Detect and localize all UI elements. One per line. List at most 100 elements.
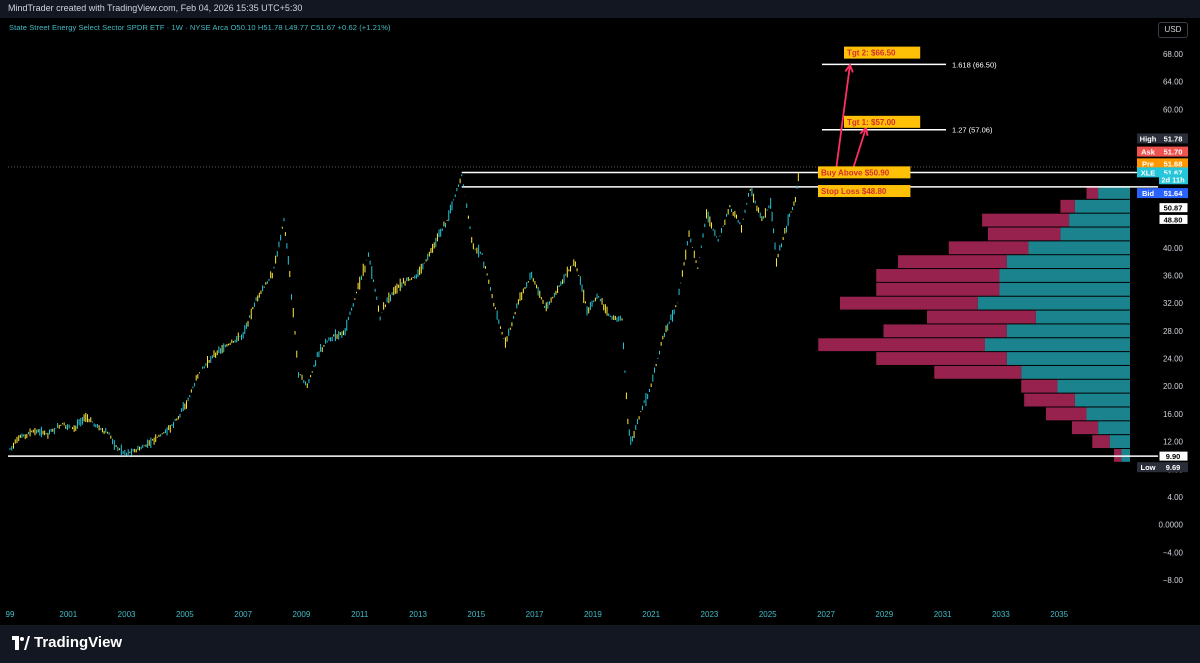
- x-tick-label: 2001: [59, 610, 77, 619]
- x-tick-label: 2025: [759, 610, 777, 619]
- volume-profile-up-bar: [999, 269, 1130, 282]
- volume-profile-down-bar: [876, 282, 1000, 296]
- annotation-label-bg: [818, 166, 911, 179]
- price-badge-value-bg: [1159, 167, 1188, 178]
- y-tick-label: 64.00: [1163, 78, 1184, 87]
- x-tick-label: 2015: [467, 610, 485, 619]
- x-tick-label: 2017: [526, 610, 544, 619]
- fib-level-label: 1.27 (57.06): [952, 126, 993, 135]
- x-tick-label: 2021: [642, 610, 660, 619]
- price-badge-tag: Ask: [1141, 148, 1156, 157]
- price-badge-value-bg: [1159, 133, 1188, 144]
- volume-profile-up-bar: [1060, 227, 1130, 241]
- price-badge-tag: Bid: [1142, 189, 1155, 198]
- price-badge-value-bg: [1159, 174, 1188, 185]
- x-tick-label: 2009: [293, 610, 311, 619]
- y-tick-label: 20.00: [1163, 382, 1184, 391]
- tgt2-arrow: [835, 64, 851, 171]
- fib-level-label: 1.618 (66.50): [952, 60, 997, 69]
- x-tick-label: 2013: [409, 610, 427, 619]
- y-tick-label: 28.00: [1163, 327, 1184, 336]
- symbol-legend: State Street Energy Select Sector SPDR E…: [9, 23, 391, 32]
- brand-text: TradingView: [34, 634, 123, 651]
- x-tick-label: 2027: [817, 610, 835, 619]
- price-badge-value: 50.87: [1164, 204, 1183, 213]
- annotation-label-0: Buy Above $50.90: [821, 168, 890, 177]
- volume-profile-up-bar: [1109, 435, 1130, 448]
- y-tick-label: 16.00: [1163, 410, 1184, 419]
- annotation-label-3: Tgt 2: $66.50: [847, 49, 896, 58]
- x-tick-label: 2007: [234, 610, 252, 619]
- x-tick-label: 2003: [118, 610, 136, 619]
- price-badge-value: 9.69: [1166, 463, 1181, 472]
- volume-profile-down-bar: [1045, 407, 1087, 421]
- price-badge-tag-bg: [1137, 158, 1159, 169]
- x-tick-label: 2033: [992, 610, 1010, 619]
- volume-profile-up-bar: [1006, 352, 1130, 365]
- volume-profile-down-bar: [1072, 421, 1099, 435]
- volume-profile-down-bar: [934, 365, 1022, 379]
- price-badge-value: 2d 11h: [1161, 175, 1185, 184]
- price-badge-tag: Low: [1141, 463, 1156, 472]
- y-tick-label: 24.00: [1163, 355, 1184, 364]
- tgt1-arrow-head: [859, 126, 869, 137]
- currency-button[interactable]: USD: [1158, 22, 1188, 38]
- annotation-label-bg: [844, 46, 921, 59]
- price-badge-tag-bg: [1137, 188, 1159, 199]
- x-tick-label: 2035: [1050, 610, 1068, 619]
- y-tick-label: 32.00: [1163, 299, 1184, 308]
- volume-profile-up-bar: [977, 296, 1130, 310]
- volume-profile-down-bar: [818, 338, 985, 352]
- annotation-label-bg: [818, 185, 911, 198]
- tgt2-arrow-head: [844, 63, 854, 73]
- price-badge-value: 48.80: [1164, 215, 1183, 224]
- y-tick-label: 36.00: [1163, 271, 1184, 280]
- price-badge-tag-bg: [1137, 167, 1159, 178]
- y-tick-label: −8.00: [1163, 576, 1184, 585]
- x-tick-label: 2031: [934, 610, 952, 619]
- volume-profile-down-bar: [876, 269, 1000, 282]
- volume-profile-down-bar: [1092, 435, 1110, 448]
- volume-profile-up-bar: [1035, 310, 1130, 324]
- y-tick-label: 4.00: [1167, 493, 1183, 502]
- volume-profile-down-bar: [987, 227, 1061, 241]
- volume-profile-up-bar: [1021, 365, 1130, 379]
- volume-profile-up-bar: [1086, 407, 1130, 421]
- price-badge-tag-bg: [1137, 133, 1159, 144]
- volume-profile-down-bar: [1021, 379, 1058, 393]
- volume-profile-down-bar: [883, 324, 1007, 338]
- x-tick-label: 2023: [701, 610, 719, 619]
- volume-profile-down-bar: [927, 310, 1036, 324]
- price-badge-value-bg: [1159, 158, 1188, 169]
- credit-text: MindTrader created with TradingView.com,…: [8, 3, 303, 13]
- volume-profile-down-bar: [840, 296, 978, 310]
- volume-profile-down-bar: [948, 241, 1029, 255]
- annotation-label-2: Tgt 1: $57.00: [847, 118, 896, 127]
- volume-profile-up-bar: [1028, 241, 1130, 255]
- price-badge-tag: Pre: [1142, 159, 1154, 168]
- price-badge-value-bg: [1158, 202, 1189, 214]
- x-tick-label: 2011: [351, 610, 369, 619]
- price-badge-value: 9.90: [1166, 452, 1181, 461]
- x-tick-label: 2005: [176, 610, 194, 619]
- price-badge-value: 51.78: [1164, 134, 1183, 143]
- legend-ohlc: O50.10 H51.78 L49.77 C51.67 +0.62 (+1.21…: [230, 23, 391, 32]
- legend-title: State Street Energy Select Sector SPDR E…: [9, 23, 229, 32]
- price-badge-tag-bg: [1137, 462, 1159, 473]
- price-badge-value-bg: [1159, 462, 1188, 473]
- price-chart[interactable]: 99 2001 2003 2005 2007 2009 2011 2013 2015 2017 20…: [0, 0, 1200, 625]
- tradingview-logo-icon: [12, 636, 30, 650]
- volume-profile-down-bar: [898, 255, 1007, 269]
- volume-profile-down-bar: [982, 213, 1070, 227]
- volume-profile-down-bar: [1024, 393, 1075, 407]
- price-badge-tag: High: [1140, 134, 1157, 143]
- volume-profile-up-bar: [985, 338, 1130, 352]
- y-tick-label: 60.00: [1163, 105, 1184, 114]
- y-tick-label: 0.0000: [1159, 521, 1184, 530]
- volume-profile-up-bar: [1074, 393, 1130, 407]
- price-badge-value: 51.64: [1164, 189, 1184, 198]
- annotation-label-bg: [844, 115, 921, 128]
- price-badge-value: 51.67: [1164, 168, 1183, 177]
- x-tick-label: 2029: [875, 610, 893, 619]
- volume-profile-up-bar: [1057, 379, 1130, 393]
